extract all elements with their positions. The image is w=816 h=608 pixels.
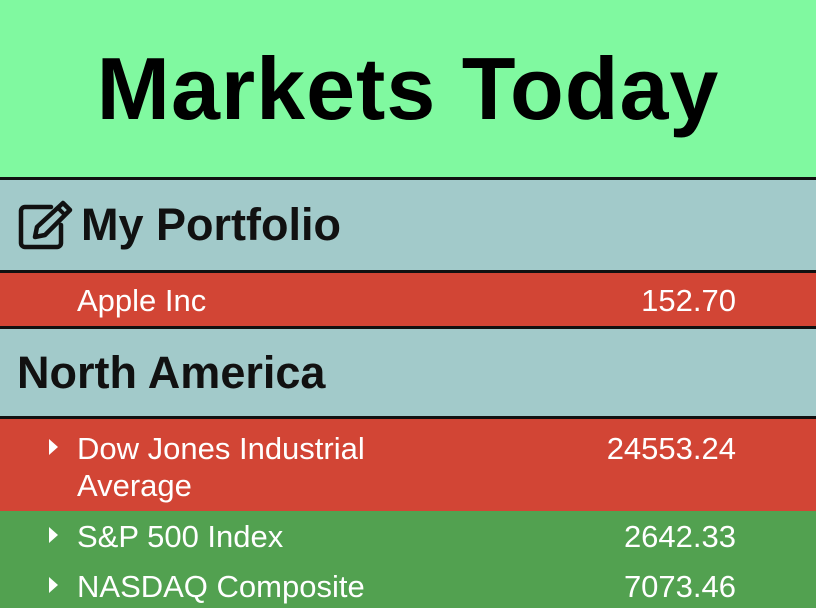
section-title: North America: [17, 346, 326, 398]
item-name: NASDAQ Composite: [77, 569, 365, 604]
caret-right-icon[interactable]: [49, 439, 58, 455]
item-value: 7073.46: [623, 569, 736, 604]
section-header-north-america: North America: [0, 326, 816, 419]
list-item[interactable]: S&P 500 Index 2642.33: [0, 511, 816, 561]
list-item[interactable]: Apple Inc 152.70: [0, 273, 816, 326]
list-item[interactable]: Dow Jones Industrial Average 24553.24: [0, 419, 816, 511]
item-name: Apple Inc: [77, 283, 207, 318]
page-title: Markets Today: [96, 38, 720, 138]
caret-right-icon[interactable]: [49, 577, 58, 593]
item-value: 152.70: [641, 283, 736, 318]
list-item[interactable]: NASDAQ Composite 7073.46: [0, 561, 816, 608]
caret-right-icon[interactable]: [49, 527, 58, 543]
section-header-my-portfolio: My Portfolio: [0, 180, 816, 273]
edit-icon[interactable]: [17, 199, 73, 251]
item-value: 2642.33: [623, 519, 736, 554]
section-title: My Portfolio: [81, 199, 341, 250]
item-value: 24553.24: [606, 431, 736, 466]
item-name: Dow Jones Industrial Average: [77, 431, 365, 503]
item-name: S&P 500 Index: [77, 519, 284, 554]
app-header: Markets Today: [0, 0, 816, 180]
